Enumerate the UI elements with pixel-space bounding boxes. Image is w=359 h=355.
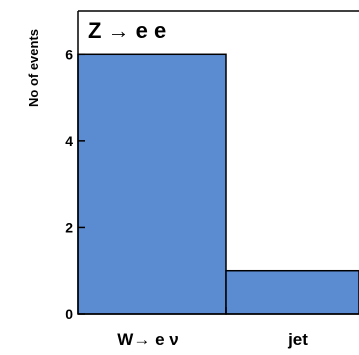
bars-group	[77, 53, 359, 315]
axes-group	[77, 10, 359, 315]
bar-1	[225, 269, 359, 315]
x-ticks-group: W→ e ν jet	[117, 307, 308, 349]
y-tick-label-2: 4	[65, 133, 73, 149]
y-ticks-group: 0 2 4 6	[65, 46, 85, 322]
x-tick-label-0: W→ e ν	[117, 330, 178, 349]
x-tick-label-1: jet	[287, 330, 308, 349]
bar-0	[77, 53, 227, 315]
y-tick-label-3: 6	[65, 46, 73, 62]
y-axis-label: No of events	[26, 29, 41, 107]
y-tick-label-1: 2	[65, 219, 73, 235]
y-tick-label-0: 0	[65, 306, 73, 322]
chart-title: Z → e e	[88, 18, 166, 43]
